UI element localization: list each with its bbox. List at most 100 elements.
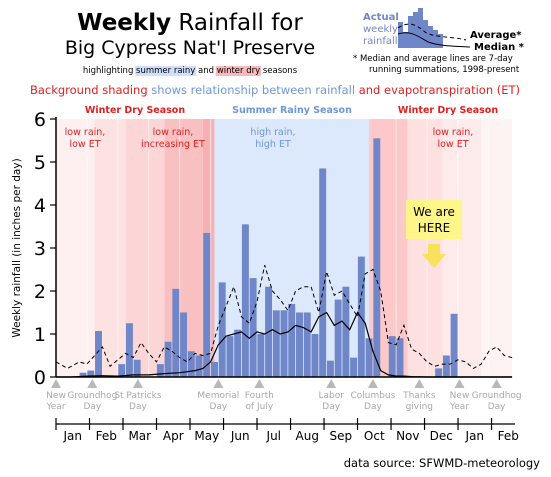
rainfall-bar	[342, 286, 350, 377]
callout-line2: HERE	[418, 221, 451, 235]
y-tick-label: 0	[34, 367, 46, 389]
holiday-label: Day	[129, 402, 147, 412]
rainfall-bar	[234, 329, 242, 377]
rainfall-bar	[218, 282, 226, 377]
rainfall-bar	[442, 355, 450, 377]
month-label: Jun	[230, 429, 250, 443]
y-axis-label: Weekly rainfall (in inches per day)	[11, 158, 23, 337]
rainfall-bar	[435, 368, 443, 377]
chart-title-line3: highlighting summer rainy and winter dry…	[83, 66, 298, 76]
legend-average-label: Average*	[470, 30, 522, 41]
holiday-label: Day	[364, 402, 382, 412]
chart-title: Weekly Rainfall for	[77, 10, 303, 36]
rainfall-bar	[357, 256, 365, 377]
month-label: Dec	[430, 429, 453, 443]
month-label: Jul	[266, 429, 281, 443]
y-axis: 0 1 2 3 4 5 6	[34, 109, 57, 389]
y-tick-label: 3	[34, 238, 46, 260]
y-tick-label: 4	[34, 195, 46, 217]
holiday-label: Groundhog	[67, 391, 117, 401]
rainfall-bar	[249, 278, 257, 377]
legend-bar	[423, 20, 428, 48]
title-rest: Rainfall for	[171, 10, 303, 36]
annotation-1-line2: low ET	[69, 139, 100, 150]
rainfall-bar	[180, 312, 188, 377]
here-callout: We are HERE	[406, 200, 462, 268]
rainfall-bar	[334, 299, 342, 377]
holiday-label: New	[46, 391, 66, 401]
month-label: Feb	[498, 429, 519, 443]
legend-actual-line1: Actual	[363, 12, 399, 23]
title-line3-winter: winter dry	[217, 66, 260, 76]
rainfall-bar	[156, 364, 164, 377]
rainfall-bar	[326, 360, 334, 377]
annotation-4-line2: low ET	[437, 139, 468, 150]
rainfall-bar	[288, 303, 296, 377]
legend-median-label: Median *	[474, 42, 525, 53]
holiday-label: Memorial	[197, 391, 239, 401]
annotation-4-line1: low rain,	[433, 127, 474, 138]
title-line3-summer: summer rainy	[136, 66, 195, 76]
data-source: data source: SFWMD-meteorology	[344, 456, 540, 470]
legend-median-line	[397, 32, 471, 48]
y-tick-label: 6	[34, 109, 46, 131]
rainfall-bar	[350, 357, 358, 377]
holiday-label: of July	[245, 402, 273, 412]
rainfall-bar	[172, 288, 180, 377]
holiday-marker-icon	[326, 379, 337, 388]
y-tick-label: 1	[34, 324, 46, 346]
rainfall-bar	[257, 334, 265, 377]
legend-bar	[408, 16, 413, 48]
legend-bar	[428, 26, 433, 48]
legend-bar	[413, 12, 418, 48]
rainfall-bar	[296, 312, 303, 377]
subtitle-mid: shows relationship between rainfall	[151, 83, 355, 97]
holiday-marker-icon	[213, 379, 224, 388]
month-label: May	[194, 429, 219, 443]
holiday-label: Year	[449, 402, 469, 412]
holiday-label: Year	[45, 402, 65, 412]
holiday-label: St Patricks	[114, 391, 162, 401]
rainfall-bar	[133, 359, 141, 377]
holiday-label: Day	[83, 402, 101, 412]
season-label-winter-left: Winter Dry Season	[85, 105, 185, 116]
rainfall-bar	[226, 336, 234, 377]
legend-actual-line3: rainfall	[363, 36, 398, 47]
holiday-marker-icon	[367, 379, 378, 388]
holiday-label: Groundhog	[472, 391, 522, 401]
rainfall-bar	[164, 341, 172, 377]
holiday-marker-icon	[254, 379, 265, 388]
holiday-label: Day	[322, 402, 340, 412]
season-band	[56, 119, 95, 377]
rainfall-bar	[203, 232, 211, 377]
subtitle-post: and evapotranspiration (ET)	[355, 83, 520, 97]
title-line3-pre: highlighting	[83, 66, 136, 76]
holiday-label: Day	[209, 402, 227, 412]
rainfall-bar	[280, 310, 288, 377]
month-label: Apr	[163, 429, 184, 443]
holiday-label: Fourth	[245, 391, 274, 401]
callout-box	[406, 200, 462, 239]
legend-bar	[398, 22, 403, 48]
chart-subtitle: Background shading shows relationship be…	[30, 83, 520, 97]
rainfall-bar	[118, 364, 126, 377]
rainfall-bar	[87, 370, 95, 377]
title-line3-mid: and	[195, 66, 216, 76]
rainfall-bar	[241, 224, 249, 377]
season-band	[442, 119, 482, 377]
holiday-label: New	[450, 391, 470, 401]
y-tick-label: 2	[34, 281, 46, 303]
rainfall-bars	[79, 138, 458, 377]
month-label: Feb	[96, 429, 117, 443]
rainfall-bar	[195, 355, 203, 377]
rainfall-bar	[319, 168, 327, 377]
holiday-marker-icon	[132, 379, 143, 388]
holiday-label: Thanks	[402, 391, 436, 401]
month-label: Mar	[128, 429, 151, 443]
chart-title-line2: Big Cypress Nat'l Preserve	[65, 37, 315, 59]
legend-bar	[433, 30, 438, 48]
month-label: Jan	[465, 429, 485, 443]
rainfall-bar	[311, 334, 319, 377]
rainfall-bar	[303, 312, 311, 377]
